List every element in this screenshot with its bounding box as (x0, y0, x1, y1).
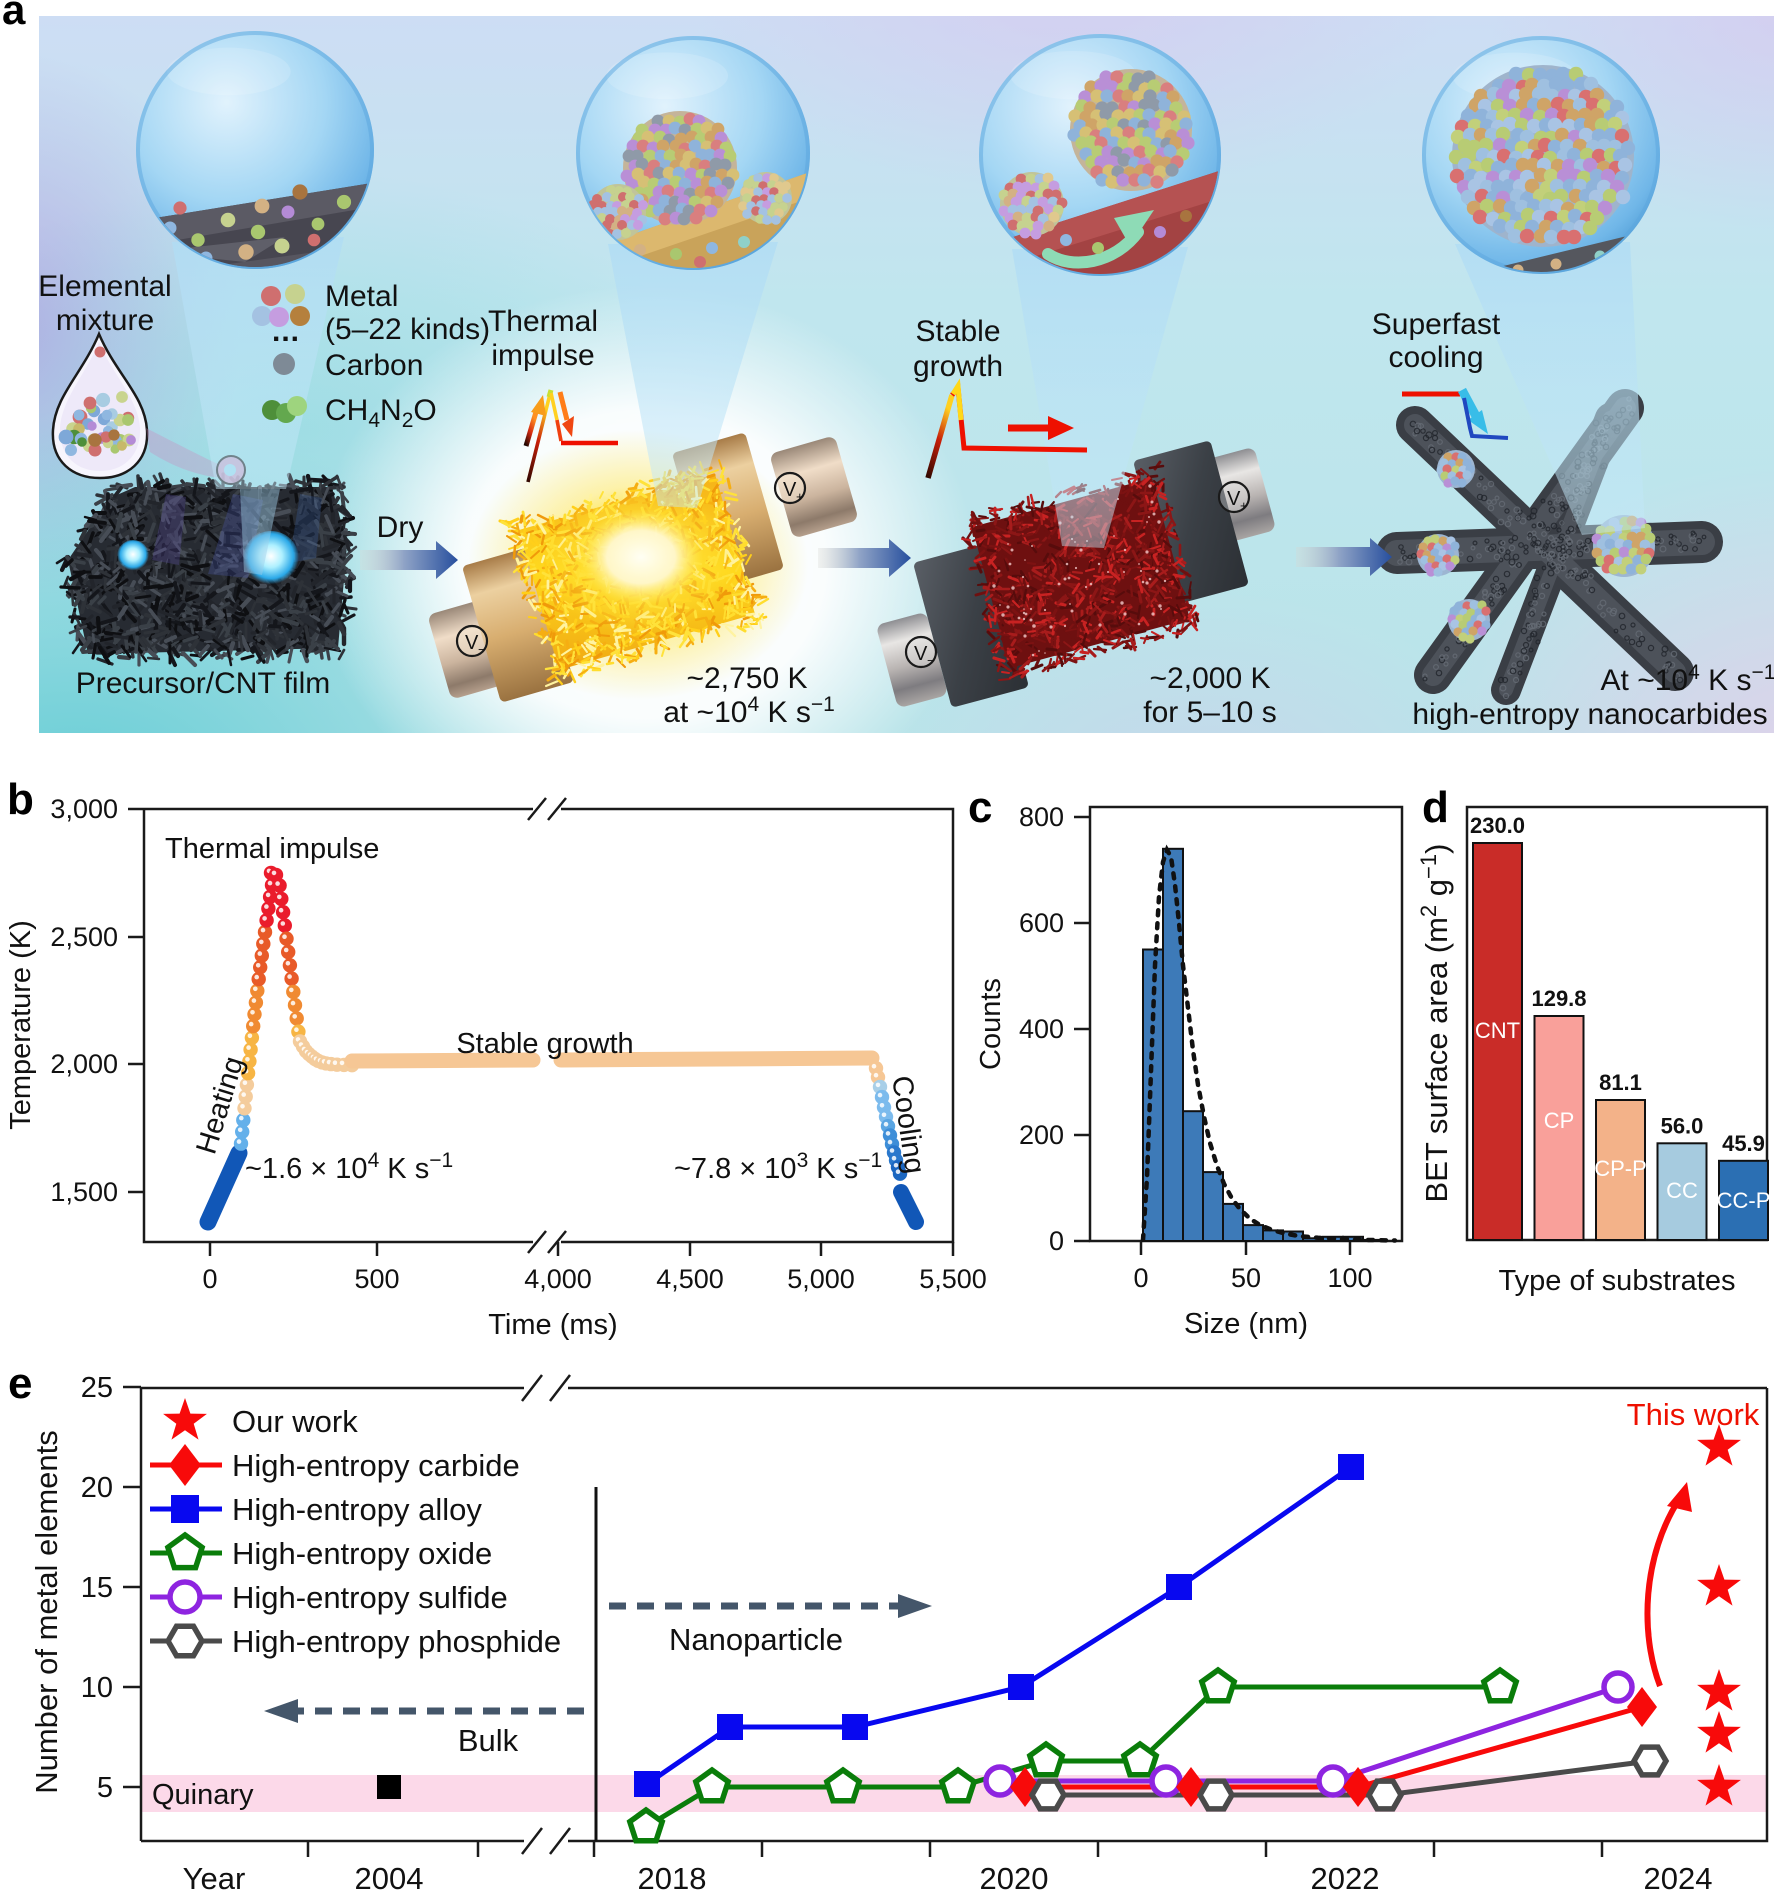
svg-text:cooling: cooling (1388, 341, 1483, 374)
svg-text:600: 600 (1019, 908, 1064, 938)
svg-text:~1.6 × 104 K s−1: ~1.6 × 104 K s−1 (245, 1149, 453, 1185)
svg-text:4,000: 4,000 (524, 1264, 592, 1294)
svg-text:5,000: 5,000 (787, 1264, 855, 1294)
svg-text:5,500: 5,500 (919, 1264, 987, 1294)
svg-text:+: + (1240, 498, 1248, 513)
svg-text:CP: CP (1544, 1108, 1575, 1133)
svg-text:Nanoparticle: Nanoparticle (669, 1622, 843, 1657)
svg-text:b: b (7, 775, 34, 824)
svg-text:2022: 2022 (1311, 1861, 1380, 1890)
svg-text:Carbon: Carbon (325, 349, 423, 382)
svg-text:Thermal impulse: Thermal impulse (165, 833, 379, 865)
svg-text:Metal: Metal (325, 280, 398, 313)
svg-text:~7.8 × 103 K s−1: ~7.8 × 103 K s−1 (674, 1149, 882, 1185)
svg-text:5: 5 (97, 1772, 113, 1804)
svg-text:V: V (914, 643, 928, 665)
svg-text:−: − (927, 653, 935, 668)
svg-text:Type of substrates: Type of substrates (1499, 1265, 1736, 1297)
svg-text:−: − (478, 642, 486, 657)
svg-text:Bulk: Bulk (458, 1723, 519, 1758)
svg-text:Temperature (K): Temperature (K) (5, 920, 37, 1130)
svg-text:Time (ms): Time (ms) (488, 1309, 617, 1341)
svg-text:for 5–10 s: for 5–10 s (1143, 696, 1276, 729)
svg-text:CP-P: CP-P (1594, 1156, 1647, 1181)
svg-text:81.1: 81.1 (1599, 1070, 1642, 1095)
svg-text:CNT: CNT (1475, 1018, 1520, 1043)
svg-text:c: c (968, 783, 992, 832)
svg-text:V: V (465, 632, 479, 654)
svg-text:25: 25 (81, 1372, 113, 1404)
svg-text:100: 100 (1327, 1263, 1372, 1293)
svg-text:+: + (796, 489, 804, 504)
svg-text:...: ... (272, 315, 300, 348)
svg-text:a: a (2, 0, 26, 33)
svg-text:2020: 2020 (980, 1861, 1049, 1890)
svg-text:At ~104 K s−1: At ~104 K s−1 (1601, 661, 1774, 697)
svg-text:V: V (1227, 488, 1241, 510)
svg-text:0: 0 (1133, 1263, 1148, 1293)
svg-text:4,500: 4,500 (656, 1264, 724, 1294)
svg-text:400: 400 (1019, 1014, 1064, 1044)
svg-text:Elemental: Elemental (38, 270, 171, 303)
svg-text:2024: 2024 (1644, 1861, 1713, 1890)
svg-text:129.8: 129.8 (1531, 986, 1586, 1011)
svg-text:15: 15 (81, 1572, 113, 1604)
svg-text:BET surface area (m2 g−1): BET surface area (m2 g−1) (1416, 844, 1454, 1203)
svg-text:High-entropy sulfide: High-entropy sulfide (232, 1580, 508, 1615)
svg-text:(5–22 kinds): (5–22 kinds) (325, 313, 490, 346)
svg-text:V: V (783, 479, 797, 501)
svg-text:2004: 2004 (355, 1861, 424, 1890)
svg-text:e: e (8, 1359, 32, 1408)
svg-text:200: 200 (1019, 1120, 1064, 1150)
svg-text:Stable growth: Stable growth (456, 1028, 633, 1060)
svg-text:Size (nm): Size (nm) (1184, 1308, 1308, 1340)
svg-text:high-entropy nanocarbides: high-entropy nanocarbides (1412, 698, 1767, 731)
svg-text:1,500: 1,500 (50, 1177, 118, 1207)
svg-text:This work: This work (1627, 1397, 1760, 1432)
svg-text:Dry: Dry (377, 511, 424, 544)
svg-text:800: 800 (1019, 802, 1064, 832)
svg-text:2,500: 2,500 (50, 922, 118, 952)
svg-text:mixture: mixture (56, 304, 154, 337)
svg-text:500: 500 (354, 1264, 399, 1294)
svg-text:Stable: Stable (915, 315, 1000, 348)
svg-text:230.0: 230.0 (1470, 813, 1525, 838)
svg-text:Thermal: Thermal (488, 305, 598, 338)
svg-text:High-entropy oxide: High-entropy oxide (232, 1536, 492, 1571)
svg-text:High-entropy carbide: High-entropy carbide (232, 1448, 520, 1483)
svg-text:20: 20 (81, 1472, 113, 1504)
svg-text:High-entropy phosphide: High-entropy phosphide (232, 1624, 561, 1659)
svg-text:2018: 2018 (638, 1861, 707, 1890)
svg-text:50: 50 (1231, 1263, 1261, 1293)
svg-text:Counts: Counts (975, 978, 1007, 1070)
svg-text:Our work: Our work (232, 1404, 358, 1439)
svg-text:CH4N2O: CH4N2O (325, 394, 437, 432)
svg-text:0: 0 (1049, 1226, 1064, 1256)
svg-text:Quinary: Quinary (152, 1779, 254, 1811)
svg-text:Precursor/CNT film: Precursor/CNT film (76, 667, 330, 700)
svg-text:~2,750 K: ~2,750 K (687, 662, 808, 695)
svg-text:3,000: 3,000 (50, 794, 118, 824)
svg-text:impulse: impulse (491, 339, 594, 372)
svg-text:Superfast: Superfast (1372, 308, 1501, 341)
svg-text:CC: CC (1666, 1178, 1698, 1203)
svg-text:56.0: 56.0 (1661, 1113, 1704, 1138)
svg-text:Number of metal elements: Number of metal elements (29, 1430, 64, 1794)
svg-text:High-entropy alloy: High-entropy alloy (232, 1492, 482, 1527)
svg-text:growth: growth (913, 350, 1003, 383)
svg-text:10: 10 (81, 1672, 113, 1704)
svg-text:d: d (1422, 783, 1449, 832)
svg-text:Year: Year (183, 1861, 246, 1890)
svg-text:0: 0 (202, 1264, 217, 1294)
svg-text:~2,000 K: ~2,000 K (1150, 662, 1271, 695)
svg-text:2,000: 2,000 (50, 1049, 118, 1079)
svg-text:45.9: 45.9 (1722, 1131, 1765, 1156)
svg-text:CC-P: CC-P (1717, 1188, 1771, 1213)
